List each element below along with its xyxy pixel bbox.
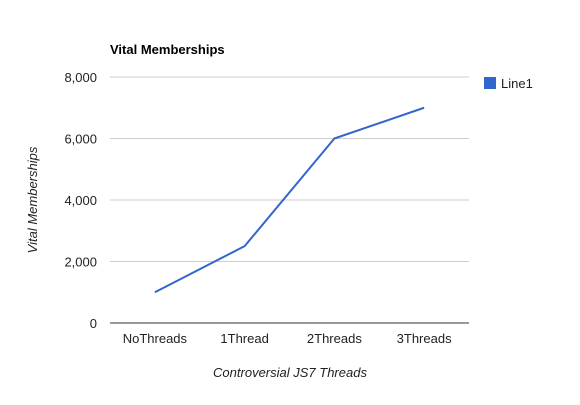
chart-title: Vital Memberships xyxy=(110,42,225,57)
y-tick-label: 2,000 xyxy=(64,255,97,270)
x-tick-label: NoThreads xyxy=(123,331,188,346)
x-axis-title: Controversial JS7 Threads xyxy=(213,365,367,380)
legend[interactable]: Line1 xyxy=(484,76,533,91)
x-tick-label: 3Threads xyxy=(397,331,452,346)
x-tick-label: 2Threads xyxy=(307,331,362,346)
x-tick-label: 1Thread xyxy=(220,331,268,346)
y-axis-ticks: 0 2,000 4,000 6,000 8,000 xyxy=(64,70,97,331)
y-tick-label: 4,000 xyxy=(64,193,97,208)
y-tick-label: 8,000 xyxy=(64,70,97,85)
legend-label: Line1 xyxy=(501,76,533,91)
legend-swatch xyxy=(484,77,496,89)
gridlines xyxy=(110,76,469,324)
series-layer xyxy=(154,106,425,294)
series-line xyxy=(154,106,425,294)
y-tick-label: 6,000 xyxy=(64,132,97,147)
x-axis-ticks: NoThreads 1Thread 2Threads 3Threads xyxy=(123,331,452,346)
y-axis-title: Vital Memberships xyxy=(25,146,40,253)
y-tick-label: 0 xyxy=(90,316,97,331)
